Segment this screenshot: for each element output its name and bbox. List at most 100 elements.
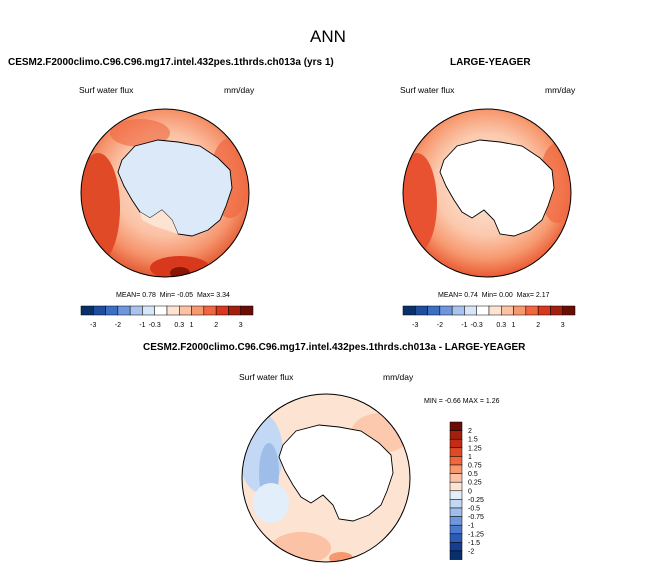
colorbar-tick-label: 2: [536, 322, 540, 329]
colorbar-swatch: [449, 542, 463, 552]
colorbar-tick-label: -1.5: [468, 540, 480, 547]
panel1-max-label: Max=: [196, 292, 215, 299]
colorbar-tick-label: 0.3: [174, 322, 184, 329]
page-title: ANN: [310, 27, 346, 46]
colorbar-tick-label: -2: [115, 322, 121, 329]
colorbar-swatch: [449, 438, 463, 449]
panel2-stats: MEAN= 0.74 Min= 0.00 Max= 2.17: [438, 292, 550, 299]
panel3-units: mm/day: [383, 372, 414, 382]
colorbar-tick-label: 3: [561, 322, 565, 329]
panel2-variable: Surf water flux: [400, 85, 455, 95]
colorbar-swatch: [215, 305, 229, 316]
colorbar-tick-label: 0: [468, 488, 472, 495]
colorbar-tick-label: -1: [139, 322, 145, 329]
colorbar-swatch: [476, 305, 490, 316]
colorbar-tick-label: -0.75: [468, 514, 484, 521]
panel2-map: [402, 108, 572, 278]
colorbar-swatch: [449, 447, 463, 457]
colorbar-tick-label: 1: [468, 454, 472, 461]
antarctica-shape: [117, 139, 233, 237]
colorbar-swatch: [93, 305, 106, 316]
panel2-units: mm/day: [545, 85, 576, 95]
colorbar-tick-label: -0.3: [149, 322, 161, 329]
colorbar-swatch: [449, 473, 463, 483]
colorbar-tick-label: 1: [512, 322, 516, 329]
panel1-units: mm/day: [224, 85, 255, 95]
colorbar-swatch: [129, 305, 143, 316]
panel1-min: -0.05: [177, 292, 194, 299]
colorbar-tick-label: 1.25: [468, 445, 482, 452]
panel3-min-label: MIN =: [424, 398, 443, 405]
colorbar-tick-label: 0.5: [468, 471, 478, 478]
panel2-mean-label: MEAN=: [438, 292, 463, 299]
colorbar-swatch: [439, 305, 453, 316]
colorbar-swatch: [415, 305, 428, 316]
panel2-colorbar: -3 -2 -1 -0.3 0.3 1 2 3: [402, 305, 576, 329]
panel2-min: 0.00: [499, 292, 513, 299]
colorbar-tick-label: -3: [412, 322, 418, 329]
colorbar-swatch: [501, 305, 514, 316]
colorbar-swatch: [179, 305, 192, 316]
colorbar-swatch: [449, 464, 463, 474]
colorbar-tick-label: 0.3: [496, 322, 506, 329]
colorbar-swatch: [550, 305, 563, 316]
colorbar-swatch: [228, 305, 241, 316]
panel1-colorbar: -3 -2 -1 -0.3 0.3 1 2 3: [80, 305, 254, 329]
colorbar-swatch: [449, 550, 463, 560]
panel3-max: 1.26: [485, 398, 500, 405]
panel2-max-label: Max=: [516, 292, 534, 299]
colorbar-swatch: [449, 516, 463, 526]
panel1-mean: 0.78: [142, 292, 156, 299]
colorbar-swatch: [449, 507, 463, 517]
colorbar-tick-label: -0.3: [471, 322, 483, 329]
colorbar-swatch: [449, 499, 463, 509]
colorbar-swatch: [427, 305, 441, 316]
colorbar-tick-label: 2: [468, 428, 472, 435]
panel1-title: CESM2.F2000climo.C96.C96.mg17.intel.432p…: [8, 57, 334, 68]
colorbar-tick-label: 2: [214, 322, 218, 329]
colorbar-swatch: [449, 430, 463, 440]
panel3-stats: MIN = -0.66 MAX = 1.26: [424, 398, 500, 405]
colorbar-swatch: [562, 305, 576, 316]
panel3-variable: Surf water flux: [239, 372, 294, 382]
panel1-map: [80, 108, 250, 278]
colorbar-tick-label: 1.5: [468, 437, 478, 444]
colorbar-swatch: [154, 305, 168, 316]
panel3-colorbar: 21.51.2510.750.50.250-0.25-0.5-0.75-1-1.…: [449, 421, 484, 560]
colorbar-swatch: [449, 481, 463, 492]
colorbar-swatch: [105, 305, 119, 316]
colorbar-swatch: [451, 305, 465, 316]
colorbar-swatch: [449, 490, 463, 500]
colorbar-swatch: [142, 305, 155, 316]
colorbar-tick-label: -1: [468, 523, 474, 530]
colorbar-swatch: [464, 305, 477, 316]
colorbar-swatch: [449, 524, 463, 535]
panel2-min-label: Min=: [481, 292, 498, 299]
colorbar-swatch: [449, 533, 463, 543]
colorbar-tick-label: -1.25: [468, 531, 484, 538]
colorbar-tick-label: 3: [239, 322, 243, 329]
colorbar-tick-label: -2: [468, 549, 474, 556]
colorbar-tick-label: 0.75: [468, 463, 482, 470]
panel2-mean: 0.74: [464, 292, 478, 299]
colorbar-swatch: [166, 305, 180, 316]
panel2-title: LARGE-YEAGER: [450, 57, 531, 68]
colorbar-tick-label: -3: [90, 322, 96, 329]
colorbar-tick-label: 1: [190, 322, 194, 329]
colorbar-swatch: [449, 456, 463, 466]
colorbar-tick-label: -1: [461, 322, 467, 329]
panel3-title: CESM2.F2000climo.C96.C96.mg17.intel.432p…: [143, 342, 526, 353]
panel2-max: 2.17: [535, 292, 550, 299]
colorbar-tick-label: -0.5: [468, 506, 480, 513]
panel1-max: 3.34: [216, 292, 230, 299]
colorbar-tick-label: -2: [437, 322, 443, 329]
panel1-min-label: Min=: [159, 292, 176, 299]
panel3-min: -0.66: [444, 398, 461, 405]
colorbar-swatch: [402, 305, 416, 316]
panel3-map: [241, 393, 411, 563]
panel1-variable: Surf water flux: [79, 85, 134, 95]
colorbar-swatch: [80, 305, 94, 316]
colorbar-swatch: [240, 305, 254, 316]
colorbar-swatch: [449, 421, 463, 431]
colorbar-swatch: [191, 305, 205, 316]
